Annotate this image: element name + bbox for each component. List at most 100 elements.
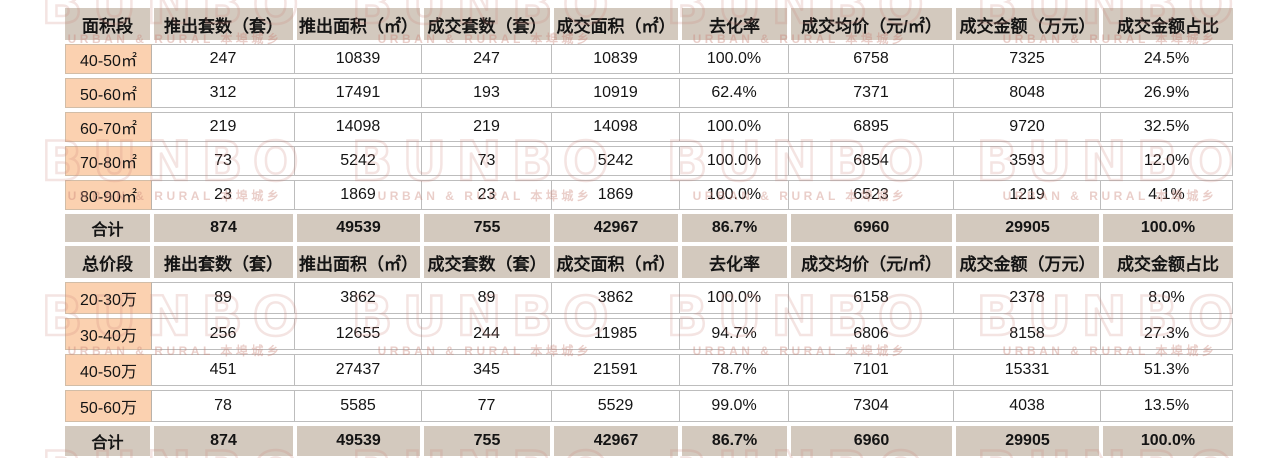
total-cell: 49539 xyxy=(295,214,422,242)
table-cell: 78 xyxy=(152,390,295,422)
table-cell: 13.5% xyxy=(1101,390,1233,422)
table-row: 70-80㎡ 73 5242 73 5242 100.0% 6854 3593 12.0% xyxy=(65,146,1233,176)
table-cell: 73 xyxy=(152,146,295,176)
table-cell: 10839 xyxy=(295,44,422,74)
table-cell: 7101 xyxy=(789,354,954,386)
table-cell: 17491 xyxy=(295,78,422,108)
table-cell: 10919 xyxy=(552,78,680,108)
column-header: 去化率 xyxy=(680,246,789,278)
table-cell: 10839 xyxy=(552,44,680,74)
total-cell: 100.0% xyxy=(1101,214,1233,242)
total-row: 合计 874 49539 755 42967 86.7% 6960 29905 100.0% xyxy=(65,426,1233,456)
table-row: 50-60万 78 5585 77 5529 99.0% 7304 4038 13.5% xyxy=(65,390,1233,422)
table-cell: 345 xyxy=(422,354,552,386)
column-header: 成交面积（㎡） xyxy=(552,8,680,40)
table-row: 80-90㎡ 23 1869 23 1869 100.0% 6523 1219 4.1% xyxy=(65,180,1233,210)
table-cell: 100.0% xyxy=(680,180,789,210)
total-cell: 29905 xyxy=(954,426,1101,456)
table-cell: 26.9% xyxy=(1101,78,1233,108)
table-cell: 24.5% xyxy=(1101,44,1233,74)
table-cell: 21591 xyxy=(552,354,680,386)
table-cell: 62.4% xyxy=(680,78,789,108)
table-cell: 89 xyxy=(422,282,552,314)
total-cell: 29905 xyxy=(954,214,1101,242)
total-cell: 100.0% xyxy=(1101,426,1233,456)
column-header: 成交金额占比 xyxy=(1101,246,1233,278)
table-cell: 3593 xyxy=(954,146,1101,176)
table-cell: 100.0% xyxy=(680,112,789,142)
table-cell: 1219 xyxy=(954,180,1101,210)
table-cell: 3862 xyxy=(295,282,422,314)
row-label: 40-50㎡ xyxy=(65,44,152,74)
column-header: 推出面积（㎡） xyxy=(295,246,422,278)
table-row: 20-30万 89 3862 89 3862 100.0% 6158 2378 8.0% xyxy=(65,282,1233,314)
table-cell: 8158 xyxy=(954,318,1101,350)
table-cell: 244 xyxy=(422,318,552,350)
column-header: 成交金额（万元） xyxy=(954,246,1101,278)
table-row: 30-40万 256 12655 244 11985 94.7% 6806 8158 27.3% xyxy=(65,318,1233,350)
total-cell: 6960 xyxy=(789,426,954,456)
table-cell: 312 xyxy=(152,78,295,108)
table-cell: 11985 xyxy=(552,318,680,350)
table-cell: 6854 xyxy=(789,146,954,176)
table-cell: 193 xyxy=(422,78,552,108)
row-label: 80-90㎡ xyxy=(65,180,152,210)
total-cell: 49539 xyxy=(295,426,422,456)
table-cell: 5585 xyxy=(295,390,422,422)
table-cell: 6806 xyxy=(789,318,954,350)
table-cell: 27437 xyxy=(295,354,422,386)
table-cell: 9720 xyxy=(954,112,1101,142)
column-header: 面积段 xyxy=(65,8,152,40)
table-cell: 8.0% xyxy=(1101,282,1233,314)
table-cell: 14098 xyxy=(552,112,680,142)
total-label: 合计 xyxy=(65,426,152,456)
table-cell: 5242 xyxy=(295,146,422,176)
table-cell: 23 xyxy=(152,180,295,210)
table-cell: 14098 xyxy=(295,112,422,142)
row-label: 70-80㎡ xyxy=(65,146,152,176)
table-cell: 12655 xyxy=(295,318,422,350)
column-header: 推出面积（㎡） xyxy=(295,8,422,40)
table-row: 40-50㎡ 247 10839 247 10839 100.0% 6758 7325 24.5… xyxy=(65,44,1233,74)
header-row: 面积段 推出套数（套） 推出面积（㎡） 成交套数（套） 成交面积（㎡） 去化率 成交均价（元… xyxy=(65,8,1233,40)
area-segment-table: 面积段 推出套数（套） 推出面积（㎡） 成交套数（套） 成交面积（㎡） 去化率 成交均价（元… xyxy=(65,4,1233,246)
total-cell: 6960 xyxy=(789,214,954,242)
table-cell: 15331 xyxy=(954,354,1101,386)
table-row: 60-70㎡ 219 14098 219 14098 100.0% 6895 9720 32.5… xyxy=(65,112,1233,142)
price-segment-table: 总价段 推出套数（套） 推出面积（㎡） 成交套数（套） 成交面积（㎡） 去化率 成交均价（元… xyxy=(65,242,1233,458)
table-cell: 27.3% xyxy=(1101,318,1233,350)
table-cell: 6523 xyxy=(789,180,954,210)
table-cell: 8048 xyxy=(954,78,1101,108)
column-header: 成交均价（元/㎡） xyxy=(789,246,954,278)
column-header: 成交套数（套） xyxy=(422,246,552,278)
total-cell: 42967 xyxy=(552,214,680,242)
table-cell: 7304 xyxy=(789,390,954,422)
column-header: 成交金额占比 xyxy=(1101,8,1233,40)
table-cell: 3862 xyxy=(552,282,680,314)
table-cell: 6158 xyxy=(789,282,954,314)
column-header: 推出套数（套） xyxy=(152,8,295,40)
column-header: 总价段 xyxy=(65,246,152,278)
table-cell: 77 xyxy=(422,390,552,422)
table-cell: 78.7% xyxy=(680,354,789,386)
table-cell: 5242 xyxy=(552,146,680,176)
table-cell: 100.0% xyxy=(680,146,789,176)
total-row: 合计 874 49539 755 42967 86.7% 6960 29905 100.0% xyxy=(65,214,1233,242)
table-cell: 1869 xyxy=(295,180,422,210)
row-label: 20-30万 xyxy=(65,282,152,314)
table-cell: 4038 xyxy=(954,390,1101,422)
total-cell: 874 xyxy=(152,214,295,242)
table-cell: 99.0% xyxy=(680,390,789,422)
total-cell: 42967 xyxy=(552,426,680,456)
table-cell: 32.5% xyxy=(1101,112,1233,142)
table-cell: 2378 xyxy=(954,282,1101,314)
row-label: 30-40万 xyxy=(65,318,152,350)
column-header: 推出套数（套） xyxy=(152,246,295,278)
total-cell: 86.7% xyxy=(680,426,789,456)
table-cell: 219 xyxy=(152,112,295,142)
total-cell: 874 xyxy=(152,426,295,456)
table-cell: 73 xyxy=(422,146,552,176)
table-cell: 12.0% xyxy=(1101,146,1233,176)
table-cell: 94.7% xyxy=(680,318,789,350)
